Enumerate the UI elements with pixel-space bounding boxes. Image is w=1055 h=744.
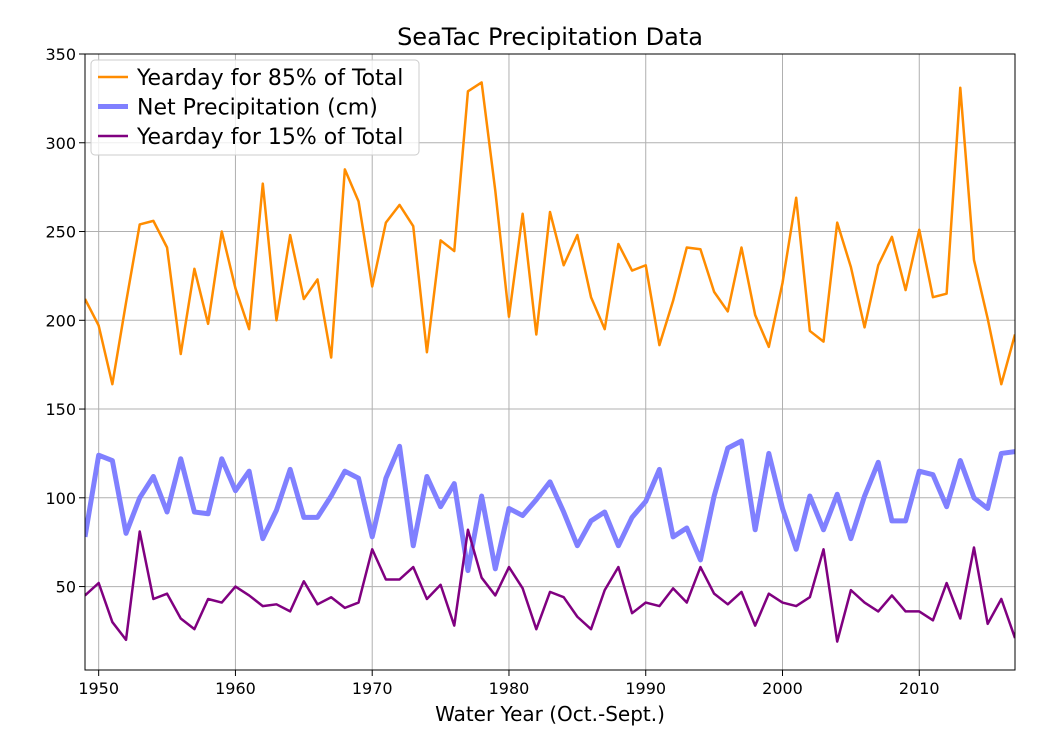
legend-label-yearday-for-15-of-total: Yearday for 15% of Total <box>136 125 403 150</box>
y-tick-label: 150 <box>45 400 76 419</box>
x-tick-label: 1950 <box>78 679 119 698</box>
series-line-yearday-for-15-of-total <box>85 528 1015 643</box>
x-tick-label: 1970 <box>352 679 393 698</box>
x-tick-label: 2010 <box>899 679 940 698</box>
x-tick-label: 2000 <box>762 679 803 698</box>
series-lines <box>85 81 1015 643</box>
y-tick-label: 200 <box>45 311 76 330</box>
y-tick-label: 350 <box>45 45 76 64</box>
legend-frame <box>90 59 420 156</box>
x-tick-label: 1990 <box>625 679 666 698</box>
chart-title: SeaTac Precipitation Data <box>397 23 703 51</box>
legend-label-yearday-for-85-of-total: Yearday for 85% of Total <box>136 66 403 91</box>
y-axis-ticks: 50 100 150 200 250 300 350 <box>45 45 85 597</box>
y-tick-label: 250 <box>45 223 76 242</box>
legend-items: Yearday for 85% of Total Net Precipitatio… <box>98 66 403 150</box>
series-line-yearday-for-85-of-total <box>85 81 1015 386</box>
x-axis-title: Water Year (Oct.-Sept.) <box>435 702 665 726</box>
series-line-net-precipitation-cm <box>85 438 1015 574</box>
legend: Yearday for 85% of Total Net Precipitatio… <box>90 59 420 156</box>
x-tick-label: 1960 <box>215 679 256 698</box>
x-axis-ticks: 1950 1960 1970 1980 1990 2000 2010 <box>78 670 940 698</box>
y-tick-label: 50 <box>56 578 76 597</box>
y-tick-label: 300 <box>45 134 76 153</box>
plot-frame <box>84 53 1016 671</box>
x-tick-label: 1980 <box>489 679 530 698</box>
legend-label-net-precipitation-cm: Net Precipitation (cm) <box>137 96 378 121</box>
y-tick-label: 100 <box>45 489 76 508</box>
